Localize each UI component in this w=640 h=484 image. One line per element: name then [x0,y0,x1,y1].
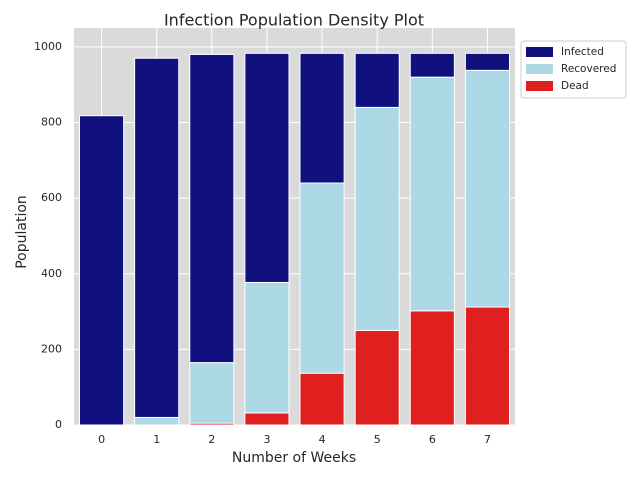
bar-segment [299,52,345,184]
x-tick-label: 7 [484,433,491,446]
x-tick-label: 6 [429,433,436,446]
legend-swatch [526,81,553,91]
bar-segment [244,52,290,283]
bar-segment [134,416,180,426]
bar-segment [354,52,400,108]
bar-segment [299,182,345,374]
bar-segment [464,52,510,71]
bar-segment [464,306,510,426]
x-tick-label: 2 [208,433,215,446]
bar-segment [189,362,235,424]
y-tick-label: 400 [41,267,62,280]
y-tick-label: 200 [41,342,62,355]
y-axis-label: Population [14,195,30,269]
x-tick-label: 5 [374,433,381,446]
bar-segment [244,281,290,414]
bar-segment [409,310,455,426]
y-tick-label: 600 [41,191,62,204]
legend-swatch [526,47,553,57]
x-tick-label: 1 [153,433,160,446]
bar-segment [79,115,125,426]
x-axis-label: Number of Weeks [232,450,356,466]
bar-segment [464,69,510,308]
bar-segment [189,53,235,364]
bar-segment [354,329,400,426]
legend-label: Recovered [561,63,616,75]
bar-segment [409,52,455,78]
legend-swatch [526,64,553,74]
x-tick-label: 3 [263,433,270,446]
bar-segment [244,412,290,426]
y-tick-label: 0 [55,418,62,431]
legend-label: Infected [561,46,604,58]
y-tick-label: 1000 [34,40,62,53]
bar-segment [299,372,345,426]
bar-segment [134,57,180,418]
legend-label: Dead [561,80,589,92]
bar-segment [409,76,455,312]
bar-segment [354,106,400,331]
x-tick-label: 0 [98,433,105,446]
x-tick-label: 4 [319,433,326,446]
y-tick-label: 800 [41,116,62,129]
chart-title: Infection Population Density Plot [164,11,424,30]
